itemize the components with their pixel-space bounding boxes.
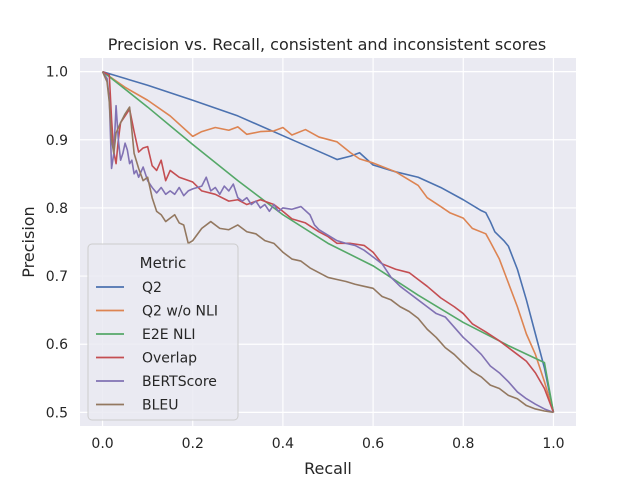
x-tick-label: 0.4	[272, 436, 294, 452]
series-line-bertscore	[101, 71, 554, 414]
legend-label: Q2 w/o NLI	[142, 304, 218, 320]
series-line-e2e-nli	[102, 70, 555, 413]
legend: Metric Q2 Q2 w/o NLI E2E NLI Overlap BERTSco…	[87, 243, 239, 421]
x-tick-label: 1.0	[542, 436, 564, 452]
series-line-q2	[102, 70, 555, 413]
y-tick-label: 0.5	[46, 405, 68, 421]
x-tick-label: 0.0	[91, 436, 113, 452]
x-axis-label: Recall	[304, 459, 352, 478]
legend-box	[87, 243, 239, 421]
x-tick-label: 0.2	[182, 436, 204, 452]
legend-label: BERTScore	[142, 374, 217, 390]
y-axis-ticks: 0.5 0.6 0.7 0.8 0.9 1.0	[46, 65, 68, 422]
x-axis-ticks: 0.0 0.2 0.4 0.6 0.8 1.0	[91, 436, 564, 452]
x-tick-label: 0.6	[362, 436, 384, 452]
y-tick-label: 0.9	[46, 133, 68, 149]
legend-label: Q2	[142, 280, 162, 296]
legend-label: BLEU	[142, 398, 179, 414]
legend-items: Q2 Q2 w/o NLI E2E NLI Overlap BERTScore BLEU	[96, 280, 218, 414]
y-tick-label: 0.8	[46, 201, 68, 217]
series-lines	[101, 70, 555, 414]
y-axis-label: Precision	[19, 206, 38, 277]
legend-title: Metric	[140, 254, 187, 272]
series-line-q2-w-o-nli	[102, 70, 555, 413]
series-line-bleu	[101, 71, 554, 414]
x-tick-label: 0.8	[452, 436, 474, 452]
y-tick-label: 0.6	[46, 337, 68, 353]
legend-label: E2E NLI	[142, 327, 195, 343]
chart-title: Precision vs. Recall, consistent and inc…	[108, 35, 546, 54]
y-tick-label: 0.7	[46, 269, 68, 285]
y-tick-label: 1.0	[46, 65, 68, 81]
legend-label: Overlap	[142, 351, 197, 367]
